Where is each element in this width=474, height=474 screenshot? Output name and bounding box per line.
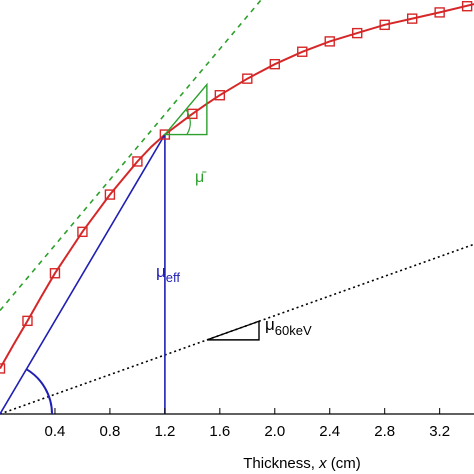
slope-angle-mark xyxy=(185,109,191,135)
x-tick-label: 2.8 xyxy=(374,423,395,440)
plot-area xyxy=(0,0,474,415)
x-axis-title: Thickness, x (cm) xyxy=(243,455,361,472)
data-marker xyxy=(352,27,363,39)
data-marker xyxy=(379,19,390,31)
x-tick-label: 1.2 xyxy=(154,423,175,440)
x-tick-label: 0.8 xyxy=(99,423,120,440)
x-tick-label: 2.0 xyxy=(264,423,285,440)
data-marker xyxy=(22,315,33,327)
effective-chord xyxy=(0,134,166,415)
data-marker xyxy=(297,46,308,57)
data-marker xyxy=(0,363,6,374)
data-marker xyxy=(214,90,226,101)
data-marker xyxy=(104,189,116,200)
angle-arc xyxy=(25,368,53,415)
data-marker xyxy=(434,7,445,18)
tangent-line xyxy=(0,0,262,312)
x-axis-ticks: 0.40.81.21.62.02.42.83.23 xyxy=(45,408,450,440)
data-marker xyxy=(77,226,88,238)
fit-curve xyxy=(0,3,474,369)
x-tick-label: 1.6 xyxy=(209,423,230,440)
mu-60kev-label: μ60keV xyxy=(265,315,312,338)
x-tick-label: 3.2 xyxy=(429,423,450,440)
data-marker xyxy=(242,73,253,84)
data-marker xyxy=(406,13,418,24)
data-marker xyxy=(269,58,280,70)
x-tick-label: 0.4 xyxy=(45,423,66,440)
mu60-triangle xyxy=(206,320,260,341)
x-tick-label: 2.4 xyxy=(319,423,340,440)
mu-bar-label: μ̄ xyxy=(195,169,207,186)
data-marker xyxy=(132,156,143,167)
mu-eff-label: μeff xyxy=(156,262,180,285)
data-marker xyxy=(49,268,61,279)
data-marker xyxy=(461,1,473,12)
data-marker xyxy=(324,36,335,47)
